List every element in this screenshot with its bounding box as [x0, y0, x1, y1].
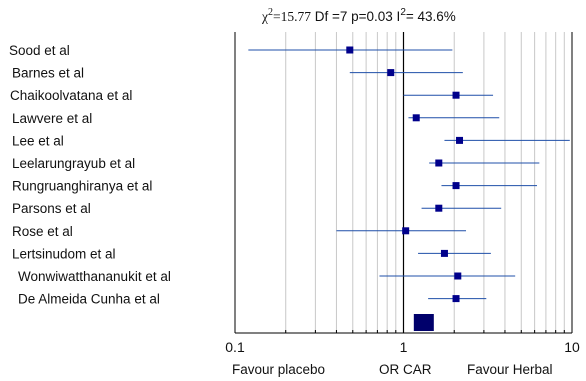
- study-label: De Almeida Cunha et al: [18, 292, 160, 307]
- i2-exponent: 2: [400, 7, 406, 18]
- study-label: Lertsinudom et al: [12, 246, 116, 261]
- study-marker: [387, 69, 395, 77]
- chi-symbol: χ: [261, 9, 268, 24]
- chi-exponent: 2: [268, 7, 273, 18]
- study-label: Lee et al: [12, 133, 64, 148]
- footer-right: Favour Herbal: [467, 362, 553, 377]
- grid-lines: [285, 32, 565, 333]
- study-label: Sood et al: [9, 43, 70, 58]
- study-label: Rose et al: [12, 224, 73, 239]
- footer-center: OR CAR: [379, 362, 432, 377]
- x-tick-label: 10: [564, 339, 580, 355]
- x-tick-label: 1: [400, 339, 408, 355]
- study-label: Barnes et al: [12, 66, 84, 81]
- study-label: Lawvere et al: [12, 111, 92, 126]
- chi-value: =15.77: [273, 9, 311, 24]
- i2-value: = 43.6%: [406, 9, 456, 24]
- study-label: Parsons et al: [12, 201, 91, 216]
- study-marker: [440, 249, 448, 257]
- study-marker: [435, 159, 443, 167]
- study-marker: [412, 114, 420, 122]
- study-label: Wonwiwatthananukit et al: [18, 269, 171, 284]
- study-marks: [248, 46, 570, 331]
- study-marker: [452, 91, 460, 99]
- study-marker: [346, 46, 354, 54]
- df-p-text: Df =7 p=0.03 I: [311, 9, 400, 24]
- study-label: Leelarungrayub et al: [12, 156, 135, 171]
- study-label: Rungruanghiranya et al: [12, 179, 152, 194]
- study-marker: [435, 204, 443, 212]
- x-tick-label: 0.1: [225, 339, 245, 355]
- study-marker: [452, 295, 460, 303]
- study-label: Chaikoolvatana et al: [10, 88, 132, 103]
- chart-header: χ2=15.77 Df =7 p=0.03 I2= 43.6%: [261, 7, 456, 24]
- pooled-estimate-marker: [413, 314, 434, 331]
- study-labels: Sood et al Barnes et al Chaikoolvatana et …: [9, 43, 171, 307]
- plot-axes: [234, 32, 573, 334]
- study-marker: [454, 272, 462, 280]
- study-marker: [452, 182, 460, 190]
- study-marker: [402, 227, 410, 235]
- study-marker: [456, 136, 464, 144]
- x-tick-labels: 0.1 1 10: [225, 339, 580, 355]
- footer-left: Favour placebo: [232, 362, 325, 377]
